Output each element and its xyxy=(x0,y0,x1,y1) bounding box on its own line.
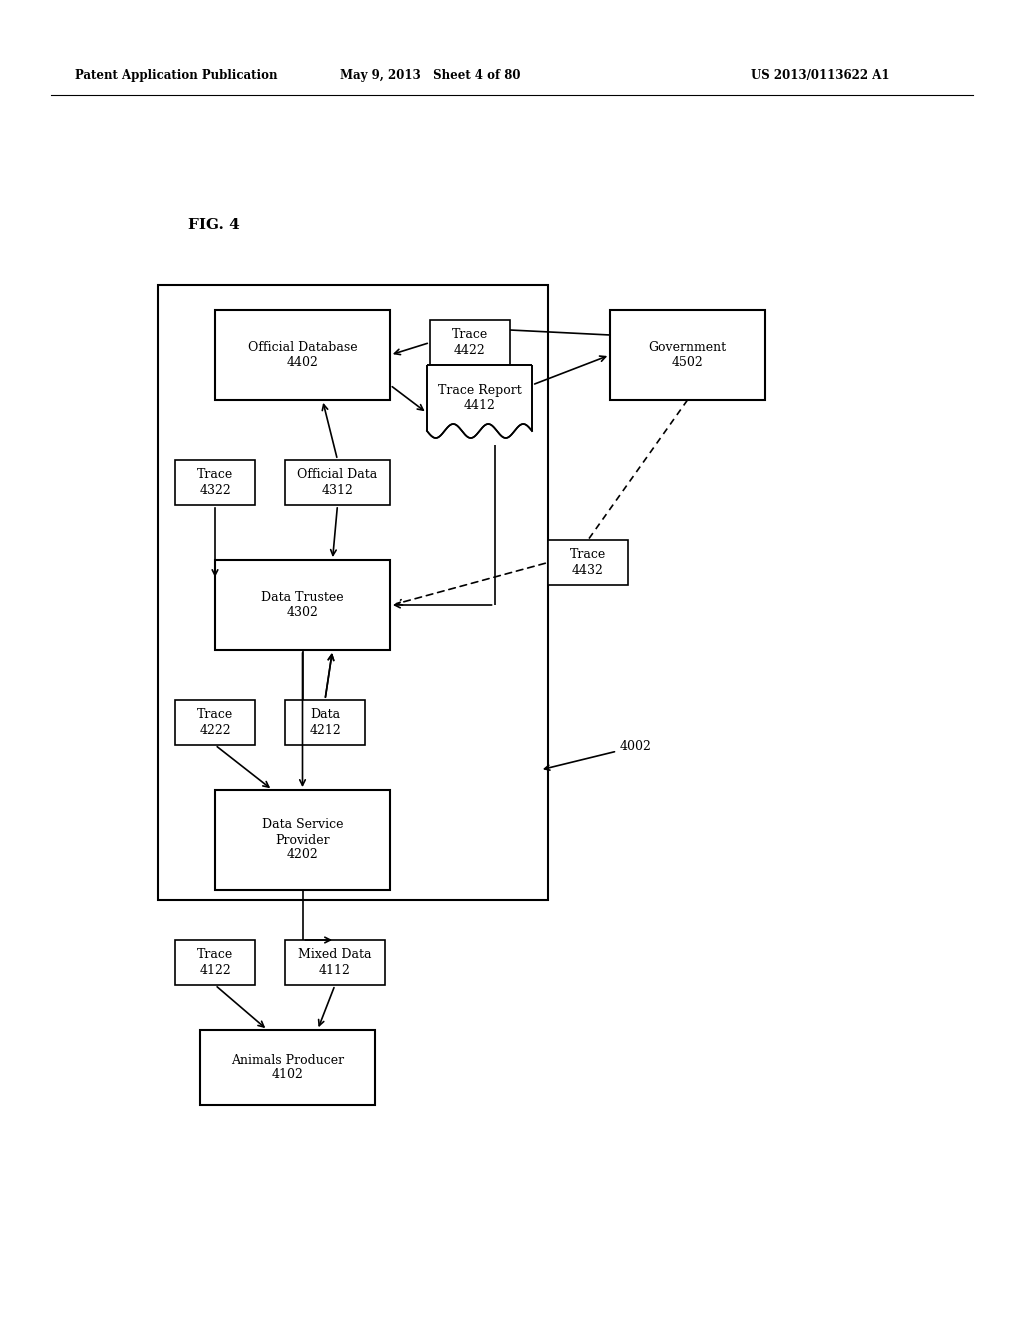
Bar xyxy=(175,459,255,506)
Bar xyxy=(158,285,548,900)
Text: Trace
4122: Trace 4122 xyxy=(197,949,233,977)
Text: Patent Application Publication: Patent Application Publication xyxy=(75,69,278,82)
Bar xyxy=(175,940,255,985)
Text: Trace
4222: Trace 4222 xyxy=(197,709,233,737)
Bar xyxy=(215,789,390,890)
Text: Trace
4322: Trace 4322 xyxy=(197,469,233,496)
Text: Trace Report
4412: Trace Report 4412 xyxy=(437,384,521,412)
Text: US 2013/0113622 A1: US 2013/0113622 A1 xyxy=(751,69,889,82)
Bar xyxy=(610,310,765,400)
Text: 4002: 4002 xyxy=(545,741,652,770)
Text: Trace
4422: Trace 4422 xyxy=(452,329,488,356)
Text: May 9, 2013   Sheet 4 of 80: May 9, 2013 Sheet 4 of 80 xyxy=(340,69,520,82)
Text: Government
4502: Government 4502 xyxy=(648,341,727,370)
Bar xyxy=(175,700,255,744)
Bar xyxy=(285,700,365,744)
Bar xyxy=(215,310,390,400)
Bar xyxy=(285,459,390,506)
Text: Data Trustee
4302: Data Trustee 4302 xyxy=(261,591,344,619)
Text: Data
4212: Data 4212 xyxy=(309,709,341,737)
Text: Data Service
Provider
4202: Data Service Provider 4202 xyxy=(262,818,343,862)
Bar xyxy=(548,540,628,585)
Text: Official Database
4402: Official Database 4402 xyxy=(248,341,357,370)
Bar xyxy=(200,1030,375,1105)
Text: FIG. 4: FIG. 4 xyxy=(188,218,240,232)
Text: Official Data
4312: Official Data 4312 xyxy=(297,469,378,496)
Bar xyxy=(430,319,510,366)
Bar xyxy=(285,940,385,985)
Text: Animals Producer
4102: Animals Producer 4102 xyxy=(231,1053,344,1081)
Polygon shape xyxy=(427,366,532,438)
Text: Mixed Data
4112: Mixed Data 4112 xyxy=(298,949,372,977)
Bar xyxy=(215,560,390,649)
Text: Trace
4432: Trace 4432 xyxy=(570,549,606,577)
